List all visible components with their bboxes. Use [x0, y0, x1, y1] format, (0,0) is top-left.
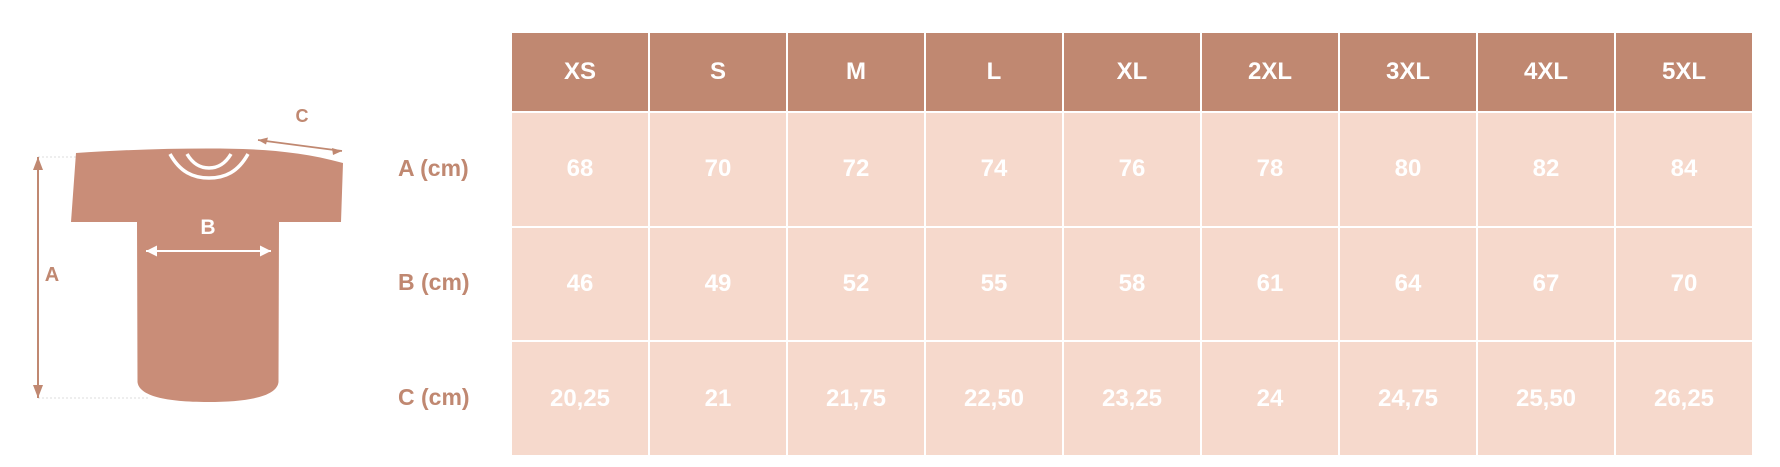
svg-text:B: B	[200, 216, 215, 239]
svg-text:C: C	[296, 106, 309, 126]
svg-text:A: A	[45, 264, 59, 286]
